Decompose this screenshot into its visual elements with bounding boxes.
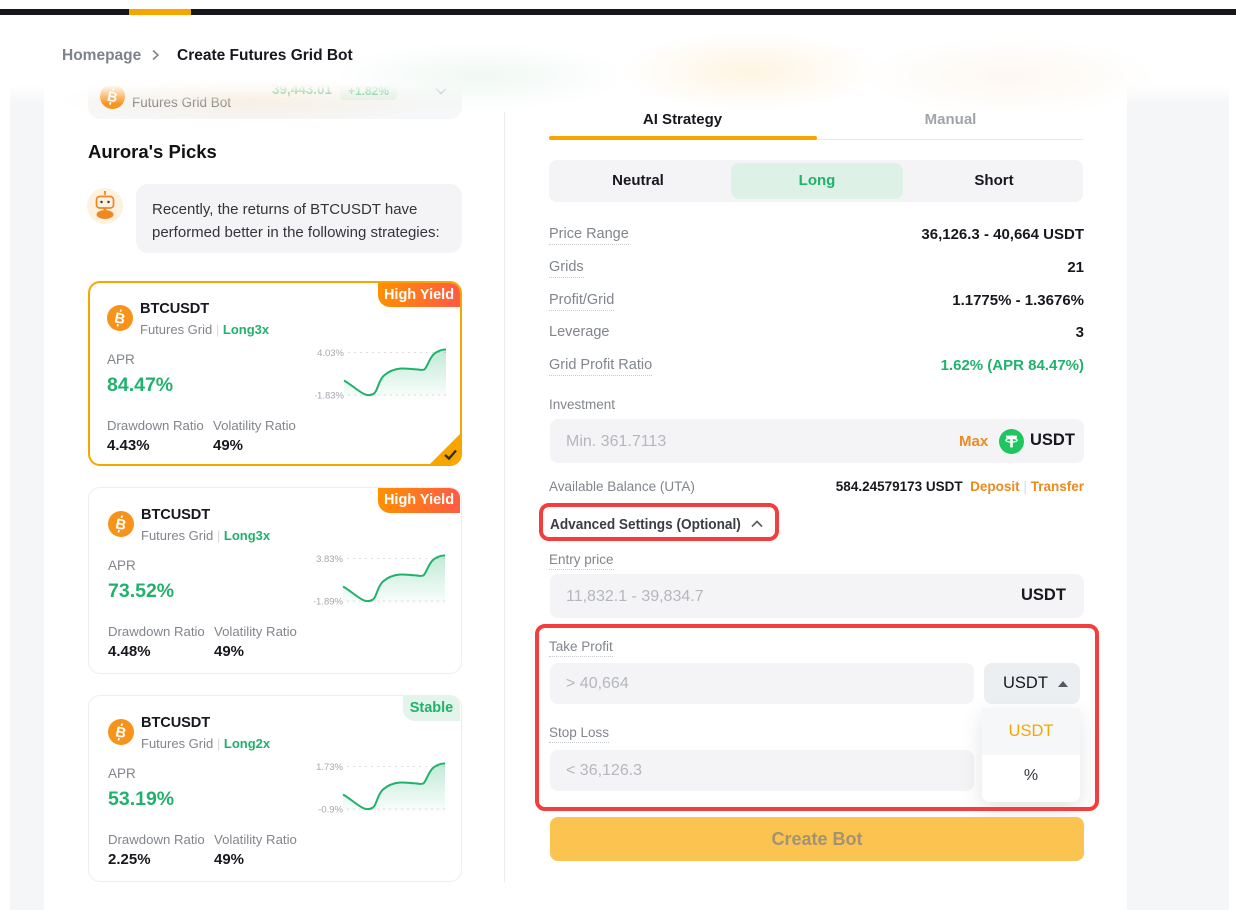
svg-text:-0.9%: -0.9% [318, 805, 343, 816]
svg-text:1.73%: 1.73% [316, 762, 343, 773]
svg-text:4.03%: 4.03% [317, 348, 344, 359]
svg-text:-1.89%: -1.89% [314, 597, 344, 608]
svg-text:-1.83%: -1.83% [315, 391, 345, 402]
svg-text:3.83%: 3.83% [316, 554, 343, 565]
svg-text:B: B [114, 724, 128, 742]
svg-text:B: B [114, 516, 128, 534]
svg-text:B: B [113, 310, 127, 328]
